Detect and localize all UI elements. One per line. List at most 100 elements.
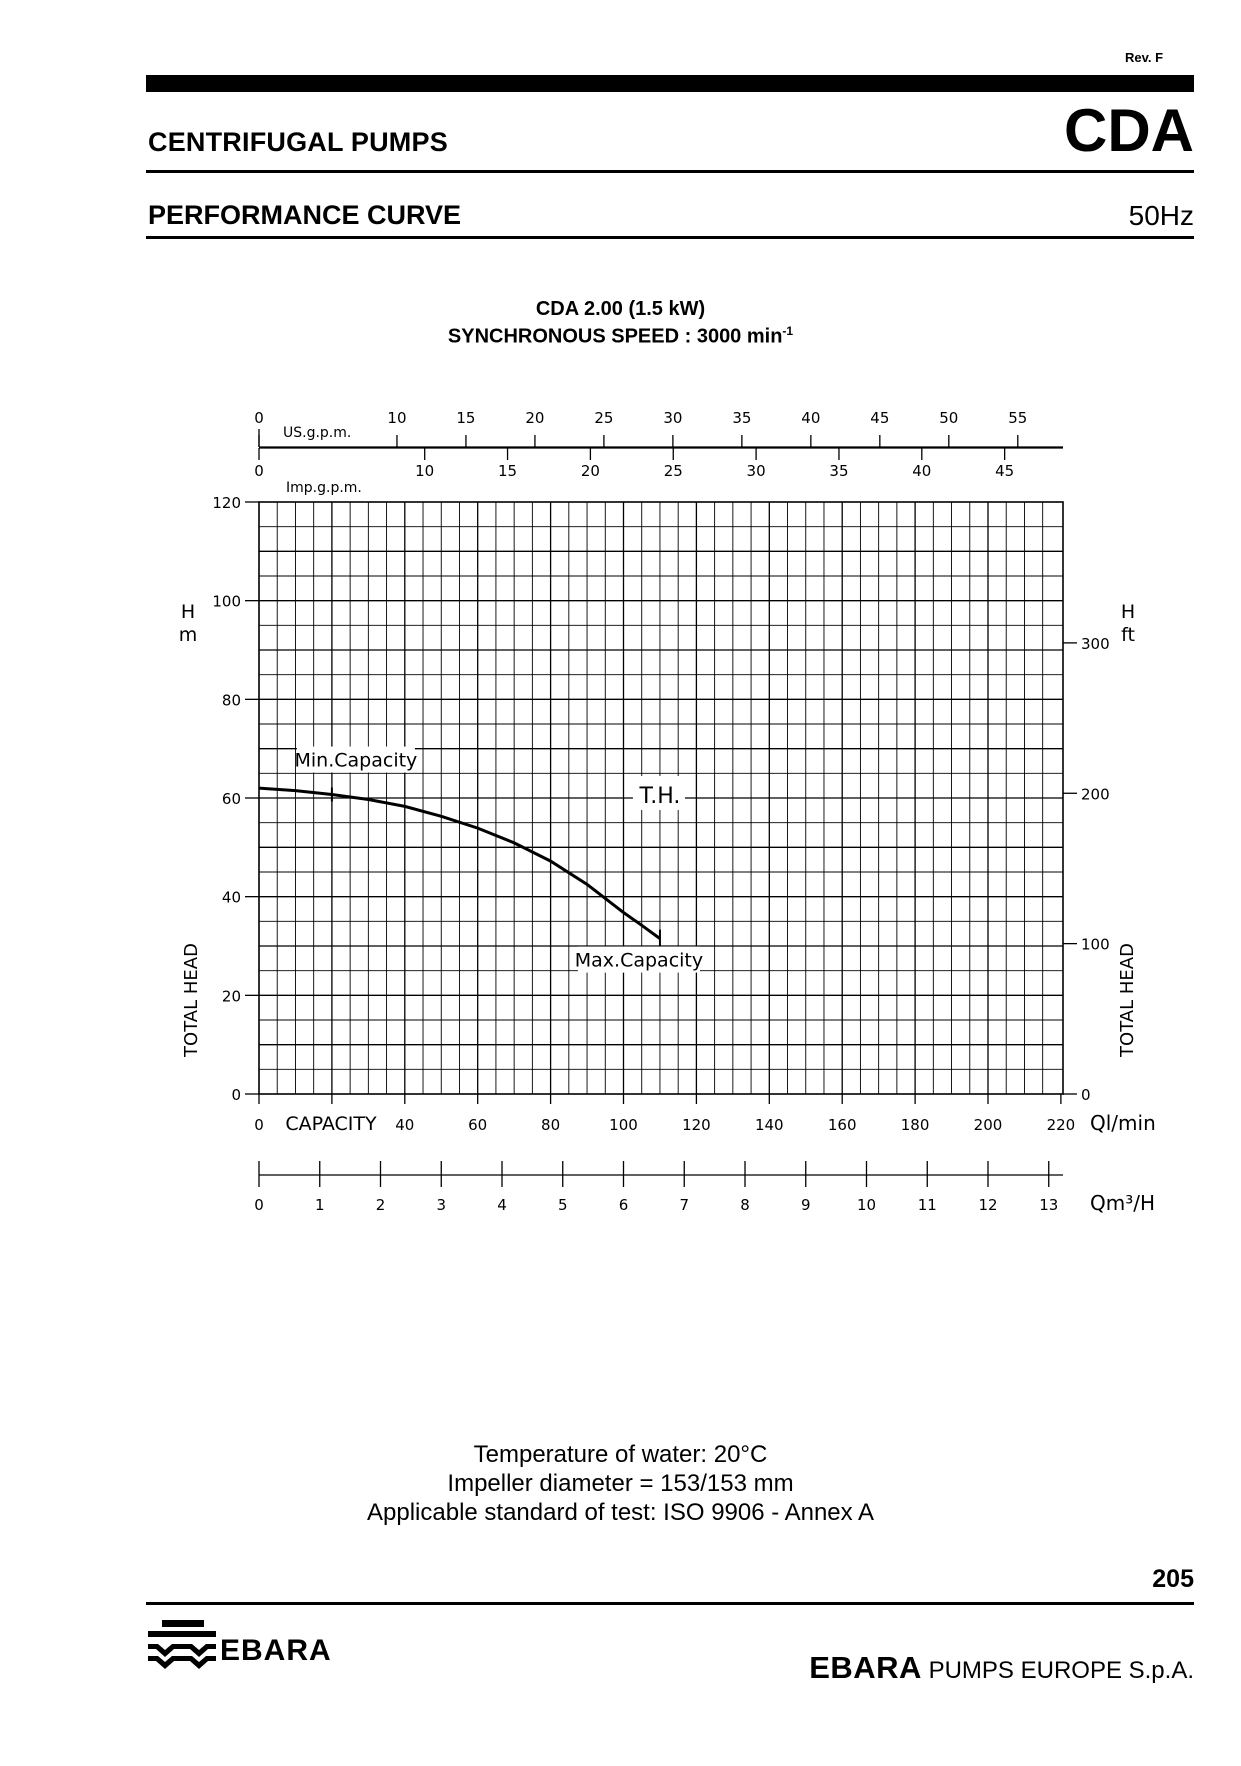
us-tick-label: 50 — [939, 409, 958, 427]
right-y-tick-label: 0 — [1081, 1086, 1091, 1104]
section-divider — [146, 236, 1194, 239]
frequency-label: 50Hz — [1128, 200, 1194, 231]
y-axis-symbol-left: H — [181, 601, 195, 623]
m3h-unit-label: Qm³/H — [1090, 1191, 1155, 1215]
max-capacity-label-bg — [577, 946, 700, 973]
m3h-tick-label: 3 — [436, 1196, 446, 1214]
imp-tick-label: 0 — [254, 462, 264, 480]
page-number: 205 — [1152, 1565, 1194, 1593]
us-axis-label: US.g.p.m. — [283, 425, 351, 441]
m3h-tick-label: 9 — [801, 1196, 811, 1214]
company-suffix: PUMPS EUROPE S.p.A. — [921, 1657, 1194, 1684]
m3h-tick-label: 11 — [918, 1196, 937, 1214]
y-axis-symbol-right: H — [1121, 601, 1135, 623]
footer-divider — [146, 1602, 1194, 1605]
category-title: CENTRIFUGAL PUMPS — [148, 127, 448, 157]
revision-label: Rev. F — [1125, 50, 1164, 65]
us-tick-label: 40 — [801, 409, 820, 427]
m3h-tick-label: 8 — [740, 1196, 750, 1214]
imp-tick-label: 15 — [498, 462, 517, 480]
company-name: EBARA PUMPS EUROPE S.p.A. — [809, 1650, 1194, 1686]
m3h-tick-label: 4 — [497, 1196, 507, 1214]
y-tick-label: 40 — [222, 889, 241, 907]
us-tick-label: 15 — [456, 409, 475, 427]
m3h-tick-label: 1 — [315, 1196, 325, 1214]
m3h-tick-label: 12 — [978, 1196, 997, 1214]
chart-subtitle: SYNCHRONOUS SPEED : 3000 min-1 — [0, 324, 1241, 349]
y-tick-label: 120 — [212, 494, 241, 512]
us-tick-label: 10 — [387, 409, 406, 427]
us-tick-label: 55 — [1008, 409, 1027, 427]
imp-axis-label: Imp.g.p.m. — [286, 480, 362, 496]
m3h-tick-label: 0 — [254, 1196, 264, 1214]
imp-tick-label: 35 — [829, 462, 848, 480]
m3h-tick-label: 7 — [679, 1196, 689, 1214]
y-axis-title-left: TOTAL HEAD — [181, 943, 202, 1058]
imp-tick-label: 45 — [995, 462, 1014, 480]
x-axis-label: CAPACITY — [285, 1113, 377, 1135]
us-tick-label: 45 — [870, 409, 889, 427]
x-tick-label: 120 — [682, 1116, 711, 1134]
series-code: CDA — [1064, 97, 1194, 164]
chart-axes — [245, 429, 1077, 1187]
y-axis-unit-left: m — [179, 624, 198, 646]
right-y-tick-label: 100 — [1081, 936, 1110, 954]
m3h-tick-label: 5 — [558, 1196, 568, 1214]
curve-label: T.H. — [638, 784, 680, 809]
m3h-tick-label: 10 — [857, 1196, 876, 1214]
min-capacity-label-bg — [296, 746, 415, 773]
right-y-tick-label: 300 — [1081, 635, 1110, 653]
imp-tick-label: 20 — [581, 462, 600, 480]
chart-marks — [258, 786, 661, 948]
x-tick-label: 100 — [609, 1116, 638, 1134]
imp-tick-label: 10 — [415, 462, 434, 480]
curve-label-bg — [632, 776, 685, 810]
x-tick-label: 180 — [901, 1116, 930, 1134]
us-tick-label: 35 — [732, 409, 751, 427]
ebara-logo-icon — [148, 1620, 216, 1669]
y-tick-label: 100 — [212, 593, 241, 611]
y-tick-label: 0 — [231, 1086, 241, 1104]
x-unit-label: Ql/min — [1090, 1111, 1156, 1135]
us-tick-label: 30 — [663, 409, 682, 427]
imp-tick-label: 25 — [664, 462, 683, 480]
y-axis-unit-right: ft — [1121, 624, 1135, 646]
chart-subtitle-text: SYNCHRONOUS SPEED : 3000 min — [447, 325, 783, 348]
x-tick-label: 200 — [974, 1116, 1003, 1134]
chart-subtitle-superscript: -1 — [782, 324, 794, 338]
x-tick-label: 40 — [395, 1116, 414, 1134]
x-tick-label: 0 — [254, 1116, 264, 1134]
section-title: PERFORMANCE CURVE — [148, 200, 462, 230]
y-axis-title-right: TOTAL HEAD — [1117, 943, 1138, 1058]
us-tick-label: 0 — [254, 409, 264, 427]
note-standard: Applicable standard of test: ISO 9906 - … — [367, 1499, 874, 1526]
header-bar — [146, 75, 1194, 92]
y-tick-label: 20 — [222, 987, 241, 1005]
logo-wordmark: EBARA — [220, 1634, 332, 1667]
m3h-tick-label: 6 — [619, 1196, 629, 1214]
m3h-tick-label: 13 — [1039, 1196, 1058, 1214]
x-tick-label: 220 — [1047, 1116, 1076, 1134]
us-tick-label: 20 — [525, 409, 544, 427]
m3h-tick-label: 2 — [376, 1196, 386, 1214]
y-tick-label: 60 — [222, 790, 241, 808]
header-divider — [146, 170, 1194, 173]
right-y-tick-label: 200 — [1081, 785, 1110, 803]
min-capacity-label: Min.Capacity — [295, 750, 418, 772]
imp-tick-label: 40 — [912, 462, 931, 480]
x-tick-label: 140 — [755, 1116, 784, 1134]
max-capacity-label: Max.Capacity — [575, 950, 703, 972]
us-tick-label: 25 — [594, 409, 613, 427]
x-tick-label: 160 — [828, 1116, 857, 1134]
company-brand: EBARA — [809, 1650, 922, 1685]
chart-title: CDA 2.00 (1.5 kW) — [535, 298, 706, 320]
note-impeller: Impeller diameter = 153/153 mm — [447, 1470, 794, 1497]
chart-grid — [258, 501, 1064, 1095]
x-tick-label: 80 — [541, 1116, 560, 1134]
x-tick-label: 60 — [468, 1116, 487, 1134]
imp-tick-label: 30 — [747, 462, 766, 480]
y-tick-label: 80 — [222, 691, 241, 709]
note-temperature: Temperature of water: 20°C — [473, 1441, 768, 1468]
